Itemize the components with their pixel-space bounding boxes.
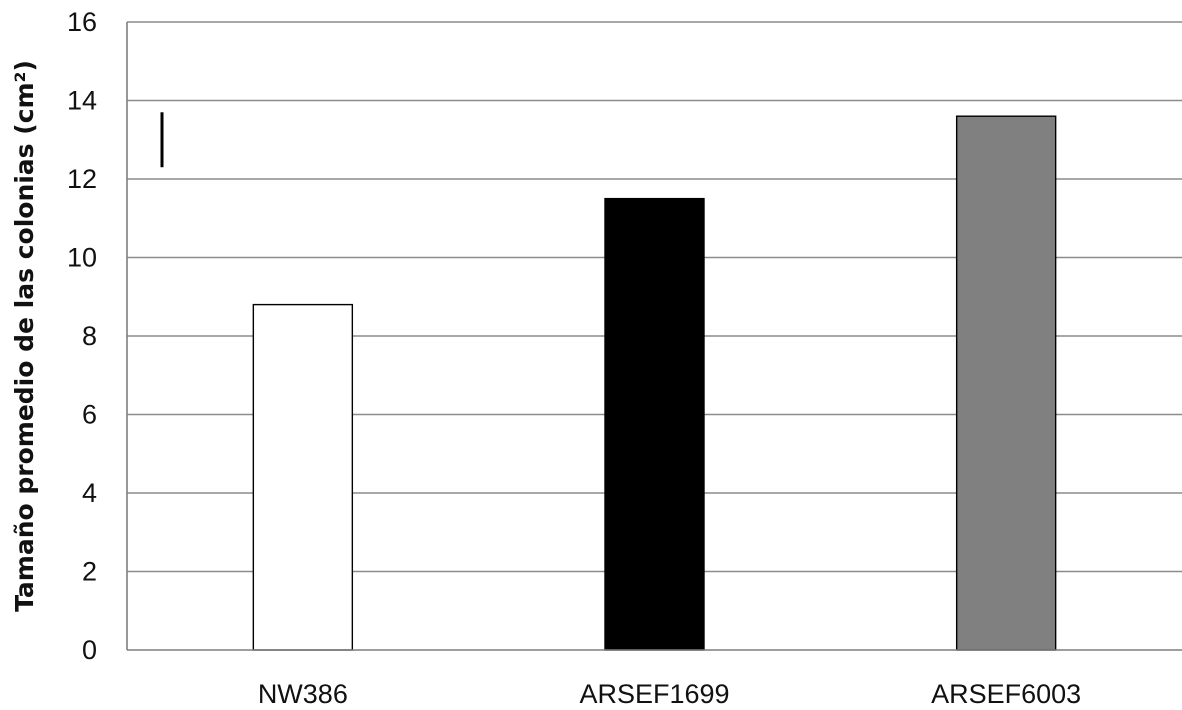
y-tick-label-8: 8	[82, 321, 97, 351]
y-tick-label-12: 12	[67, 164, 97, 194]
y-tick-label-16: 16	[67, 7, 97, 37]
y-tick-label-2: 2	[82, 557, 97, 587]
y-tick-label-4: 4	[82, 478, 97, 508]
bar-nw386	[252, 303, 354, 651]
axes	[126, 22, 1182, 651]
bars	[252, 115, 1057, 651]
x-tick-labels: NW386 ARSEF1699 ARSEF6003	[258, 679, 1081, 709]
x-tick-label-arsef1699: ARSEF1699	[579, 679, 729, 709]
bar-arsef6003	[955, 115, 1057, 651]
y-tick-label-6: 6	[82, 400, 97, 430]
x-tick-label-nw386: NW386	[258, 679, 348, 709]
bar-arsef1699	[604, 197, 705, 651]
y-tick-label-10: 10	[67, 243, 97, 273]
y-tick-label-0: 0	[82, 635, 97, 665]
x-tick-label-arsef6003: ARSEF6003	[931, 679, 1081, 709]
y-tick-label-14: 14	[67, 86, 97, 116]
y-tick-labels: 0 2 4 6 8 10 12 14 16	[67, 7, 97, 665]
y-axis-title: Tamaño promedio de las colonias (cm²)	[10, 60, 39, 612]
